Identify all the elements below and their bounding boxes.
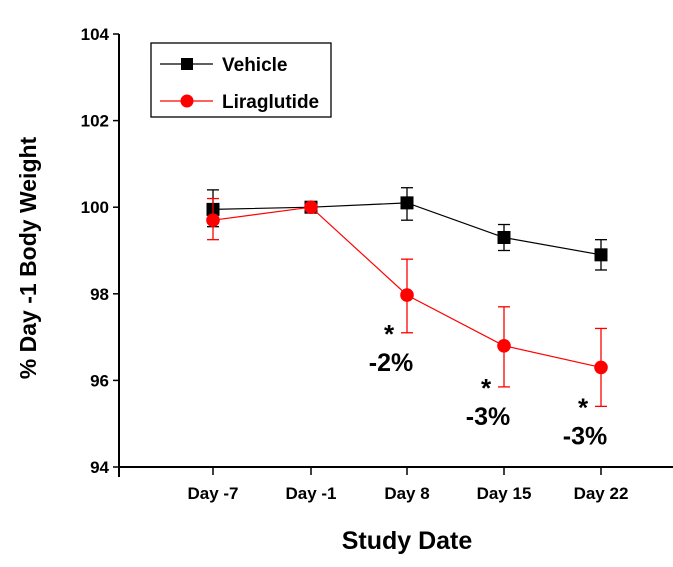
x-tick-label: Day 22 <box>574 484 629 503</box>
data-point <box>594 360 608 375</box>
legend-marker-vehicle <box>181 58 193 70</box>
y-tick-label: 98 <box>90 285 109 304</box>
significance-annotation: *-3% <box>563 392 607 450</box>
annotations: *-2%*-3% *-3% <box>369 319 607 451</box>
y-tick-label: 96 <box>90 371 109 390</box>
y-axis-label: % Day -1 Body Weight <box>15 136 41 379</box>
data-point <box>400 288 414 302</box>
significance-star: * <box>481 373 492 403</box>
legend-box <box>150 42 332 118</box>
data-point <box>206 213 220 227</box>
data-point <box>497 231 511 245</box>
x-tick-label: Day -1 <box>285 484 336 503</box>
significance-annotation: *-3% <box>466 373 510 431</box>
x-axis-label: Study Date <box>342 527 473 555</box>
y-ticks: 94 96 98 100 102 104 <box>81 25 119 477</box>
x-tick-label: Day -7 <box>187 484 238 503</box>
x-ticks: Day -7 Day -1 Day 8 Day 15 Day 22 <box>187 467 628 503</box>
percent-change-label: -3% <box>466 403 510 431</box>
significance-star: * <box>384 319 395 349</box>
data-point <box>497 338 511 353</box>
percent-change-label: -2% <box>369 349 413 377</box>
y-tick-label: 104 <box>81 25 110 44</box>
legend-marker-liraglutide <box>180 94 194 108</box>
significance-star: * <box>578 392 589 422</box>
legend: Vehicle Liraglutide <box>150 42 332 118</box>
x-tick-label: Day 15 <box>477 484 532 503</box>
data-point <box>304 200 318 214</box>
y-tick-label: 94 <box>90 458 109 477</box>
legend-label-liraglutide: Liraglutide <box>222 92 319 113</box>
series-liraglutide <box>206 197 608 408</box>
significance-annotation: *-2% <box>369 319 413 377</box>
y-tick-label: 100 <box>81 198 109 217</box>
series-layer <box>206 187 608 408</box>
data-point <box>400 196 414 210</box>
legend-label-vehicle: Vehicle <box>222 55 288 76</box>
x-tick-label: Day 8 <box>384 484 429 503</box>
series-vehicle <box>206 187 608 271</box>
percent-change-label: -3% <box>563 422 607 450</box>
data-point <box>594 248 608 262</box>
axes <box>118 34 673 477</box>
y-tick-label: 102 <box>81 112 109 131</box>
